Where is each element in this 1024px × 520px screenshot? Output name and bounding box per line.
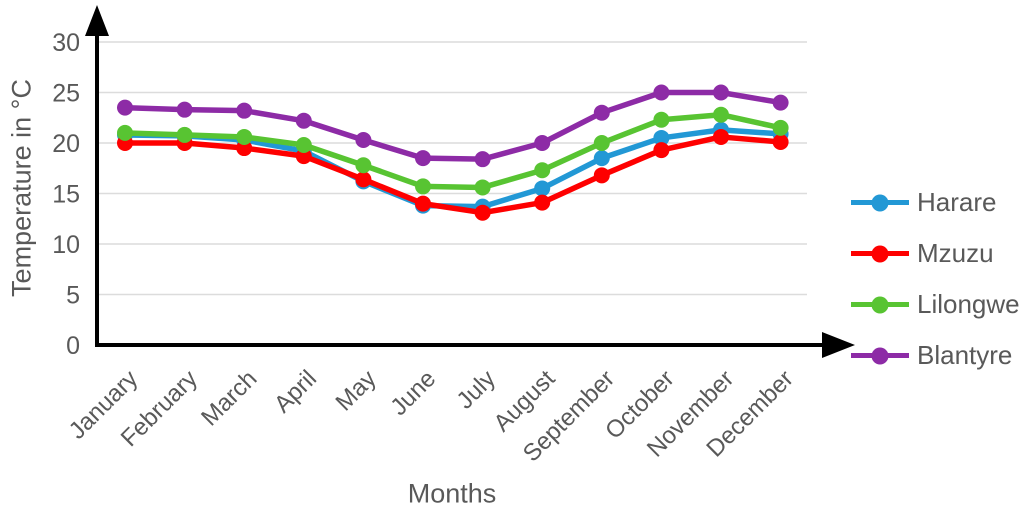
series-line-mzuzu: [122, 134, 784, 216]
x-category-label: May: [330, 365, 381, 416]
legend-item-lilongwe: Lilongwe: [851, 279, 1020, 330]
data-point-mzuzu-july: [474, 204, 491, 221]
data-point-lilongwe-december: [772, 119, 789, 136]
data-point-lilongwe-january: [117, 124, 133, 141]
data-point-mzuzu-april: [295, 148, 312, 165]
legend-item-harare: Harare: [851, 177, 1020, 228]
series-blantyre: [117, 84, 789, 168]
data-point-blantyre-june: [415, 150, 431, 167]
data-point-mzuzu-march: [236, 140, 253, 157]
data-point-blantyre-december: [772, 94, 789, 111]
legend-line-marker-icon: [851, 347, 909, 364]
x-axis-title: Months: [407, 478, 497, 509]
y-tick-label: 15: [52, 181, 80, 209]
legend-item-blantyre: Blantyre: [851, 330, 1020, 381]
y-tick-label: 0: [66, 332, 80, 360]
data-point-mzuzu-november: [713, 128, 729, 145]
series-line-lilongwe: [122, 111, 784, 191]
legend-line-marker-icon: [851, 296, 909, 313]
y-tick-label: 25: [52, 80, 80, 108]
data-point-blantyre-january: [117, 99, 133, 116]
y-tick-label: 30: [52, 29, 80, 57]
legend-label: Lilongwe: [917, 289, 1020, 319]
y-axis-title: Temperature in °C: [6, 79, 37, 297]
data-point-lilongwe-april: [295, 137, 312, 154]
data-point-lilongwe-february: [176, 126, 193, 143]
legend: Harare Mzuzu Lilongwe Blantyre: [851, 177, 1020, 381]
legend-item-mzuzu: Mzuzu: [851, 228, 1020, 279]
data-point-mzuzu-september: [593, 167, 610, 184]
data-point-blantyre-august: [534, 135, 551, 151]
legend-label: Harare: [917, 187, 997, 217]
data-point-blantyre-october: [653, 84, 670, 101]
data-point-mzuzu-august: [534, 194, 551, 211]
series-line-blantyre: [122, 89, 784, 162]
data-point-harare-september: [593, 150, 610, 167]
data-point-blantyre-april: [295, 112, 312, 129]
gridlines: [97, 41, 807, 296]
data-point-lilongwe-may: [355, 157, 372, 174]
x-category-label: June: [385, 365, 441, 421]
data-point-lilongwe-march: [236, 128, 253, 145]
y-tick-label: 5: [66, 282, 80, 310]
legend-line-marker-icon: [851, 194, 909, 211]
legend-label: Mzuzu: [917, 238, 994, 268]
legend-label: Blantyre: [917, 340, 1013, 370]
data-point-mzuzu-october: [653, 142, 670, 159]
data-point-lilongwe-november: [713, 106, 729, 123]
x-axis-arrow-icon: [822, 332, 855, 358]
data-point-blantyre-february: [176, 101, 193, 118]
series-lilongwe: [117, 106, 789, 196]
y-tick-labels: 0 5 10 15 20 25 30: [52, 29, 80, 360]
data-point-mzuzu-december: [772, 133, 789, 150]
data-point-mzuzu-may: [355, 171, 372, 188]
data-point-lilongwe-october: [653, 111, 670, 128]
data-point-harare-october: [653, 129, 670, 146]
x-category-label: July: [452, 365, 501, 414]
axes: [85, 5, 855, 358]
data-point-blantyre-november: [713, 84, 729, 101]
data-point-blantyre-september: [593, 104, 610, 121]
y-tick-label: 10: [52, 231, 80, 259]
series-mzuzu: [117, 128, 789, 221]
data-point-blantyre-may: [355, 131, 372, 148]
data-point-mzuzu-june: [415, 195, 431, 212]
data-point-lilongwe-september: [593, 135, 610, 151]
legend-line-marker-icon: [851, 245, 909, 262]
data-point-harare-august: [534, 180, 551, 197]
data-point-blantyre-march: [236, 102, 253, 119]
data-point-lilongwe-july: [474, 179, 491, 196]
data-point-blantyre-july: [474, 151, 491, 168]
y-tick-label: 20: [52, 130, 80, 158]
data-point-lilongwe-june: [415, 178, 431, 195]
x-category-label: April: [269, 365, 322, 418]
y-axis-arrow-icon: [85, 5, 109, 36]
x-category-label: March: [196, 365, 262, 431]
data-point-lilongwe-august: [534, 162, 551, 179]
series-line-harare: [122, 127, 784, 210]
